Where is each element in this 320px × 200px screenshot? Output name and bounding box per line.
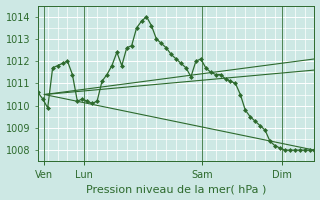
X-axis label: Pression niveau de la mer( hPa ): Pression niveau de la mer( hPa ) <box>86 184 266 194</box>
